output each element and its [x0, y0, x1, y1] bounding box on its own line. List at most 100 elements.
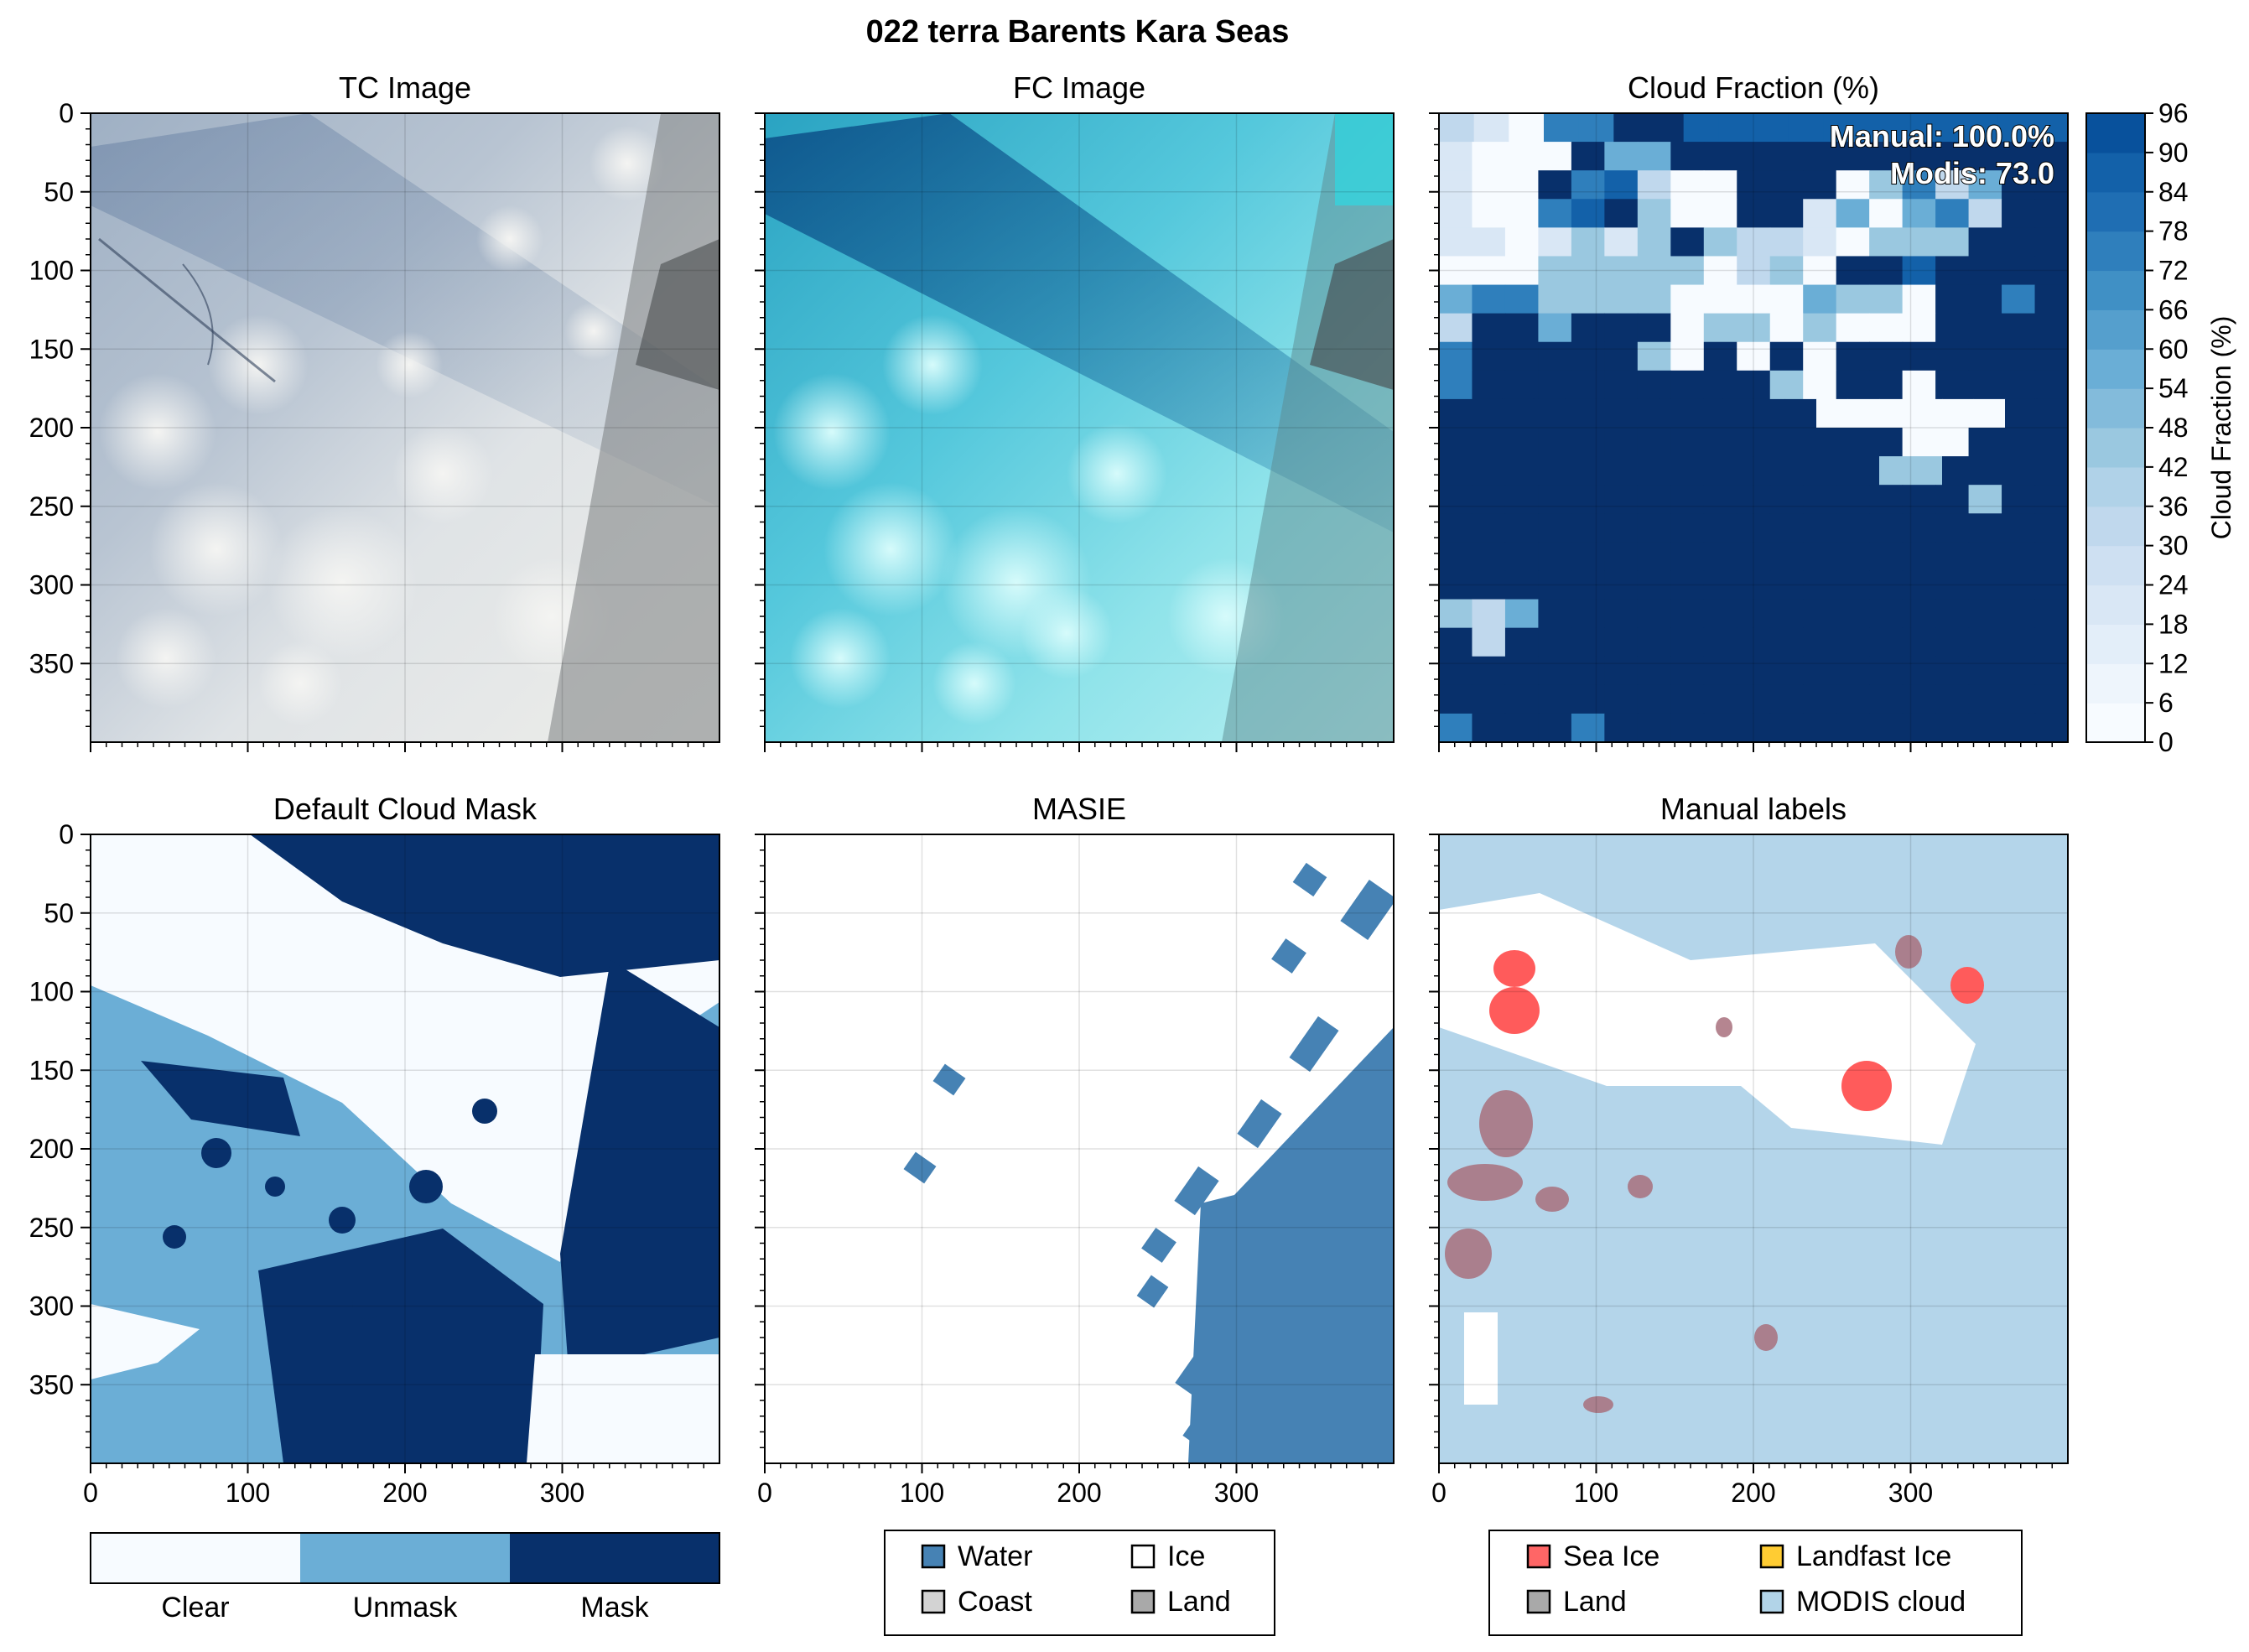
heatmap-cell	[1769, 370, 1804, 400]
x-tick-label: 0	[83, 1478, 98, 1508]
heatmap-cell	[1902, 256, 1936, 286]
heatmap-cell	[1439, 456, 1472, 486]
heatmap-cell	[1604, 542, 1639, 572]
heatmap-cell	[1604, 313, 1639, 343]
heatmap-cell	[1753, 398, 1786, 429]
colorbar-tick-label: 12	[2158, 648, 2189, 678]
colorbar-swatch	[2086, 388, 2145, 429]
heatmap-cell	[1439, 170, 1473, 200]
tc-cloud-band	[91, 113, 719, 507]
y-tick-label: 150	[29, 1055, 74, 1085]
heatmap-cell	[1902, 570, 1936, 600]
heatmap-cell	[2034, 284, 2068, 314]
heatmap-cell	[1935, 627, 1970, 657]
heatmap-cell	[1703, 227, 1737, 257]
heatmap-cell	[1788, 113, 1824, 143]
heatmap-cell	[1703, 370, 1737, 400]
heatmap-cell	[1869, 656, 1904, 686]
heatmap-cell	[1613, 113, 1649, 143]
fc-floe	[823, 482, 958, 616]
heatmap-cell	[1803, 599, 1837, 629]
mask-colorbar-label: Clear	[161, 1592, 229, 1623]
heatmap-cell	[1439, 370, 1473, 400]
manual-labels-map	[1439, 834, 2068, 1463]
heatmap-cell	[1836, 256, 1870, 286]
heatmap-cell	[2034, 542, 2068, 572]
heatmap-cell	[1869, 570, 1904, 600]
heatmap-cell	[1836, 713, 1870, 742]
heatmap-cell	[1472, 627, 1506, 657]
heatmap-cell	[2002, 370, 2036, 400]
heatmap-cell	[1538, 656, 1572, 686]
colorbar-tick-label: 0	[2158, 727, 2174, 757]
heatmap-cell	[1836, 542, 1870, 572]
heatmap-cell	[1504, 485, 1540, 514]
heatmap-cell	[1935, 599, 1970, 629]
heatmap-cell	[1659, 398, 1691, 429]
heatmap-cell	[2002, 227, 2036, 257]
y-tick-label: 150	[29, 334, 74, 364]
heatmap-cell	[1869, 142, 1904, 171]
heatmap-cell	[1472, 599, 1506, 629]
masie-water-patch	[1174, 1166, 1219, 1216]
heatmap-cell	[1836, 599, 1870, 629]
mask-colorbar-swatch	[510, 1533, 720, 1583]
heatmap-cell	[1803, 684, 1837, 714]
heatmap-cell	[1571, 599, 1605, 629]
tc-floe	[99, 373, 216, 491]
panel-title-tc: TC Image	[339, 70, 471, 105]
heatmap-cell	[1439, 684, 1473, 714]
heatmap-cell	[1628, 456, 1660, 486]
heatmap-cell	[1935, 485, 1970, 514]
heatmap-cell	[1439, 313, 1473, 343]
heatmap-cell	[1604, 199, 1639, 228]
heatmap-cell	[1670, 542, 1705, 572]
heatmap-cell	[1968, 142, 2002, 171]
heatmap-cell	[2034, 656, 2068, 686]
legend-label: Land	[1167, 1586, 1231, 1618]
heatmap-cell	[1504, 142, 1540, 171]
heatmap-cell	[1670, 341, 1705, 371]
heatmap-cell	[1803, 513, 1837, 543]
heatmap-cell	[2002, 485, 2036, 514]
tc-lead	[98, 237, 276, 383]
mask-patch	[329, 1207, 356, 1234]
masie-water-patch	[1289, 1016, 1339, 1073]
colorbar-label: Cloud Fraction (%)	[2206, 316, 2236, 540]
heatmap-cell	[1439, 398, 1472, 429]
heatmap-cell	[1968, 513, 2002, 543]
heatmap-cell	[1935, 142, 1970, 171]
heatmap-cell	[1968, 684, 2002, 714]
colorbar-tick-label: 78	[2158, 216, 2189, 247]
colorbar-tick-label: 72	[2158, 256, 2189, 286]
panel-title-ml: Manual labels	[1660, 792, 1846, 826]
tc-dark-water	[636, 239, 719, 390]
heatmap-cell	[1670, 656, 1705, 686]
cloud-fraction-annotation: Modis: 73.0	[1890, 156, 2054, 190]
heatmap-cell	[1902, 313, 1936, 343]
heatmap-cell	[1637, 370, 1671, 400]
heatmap-cell	[2034, 170, 2068, 200]
heatmap-cell	[1935, 284, 1970, 314]
heatmap-cell	[1803, 284, 1837, 314]
heatmap-cell	[1869, 513, 1904, 543]
colorbar-tick-label: 30	[2158, 531, 2189, 561]
axes-cf	[1429, 112, 2069, 752]
x-tick-label: 200	[1731, 1478, 1775, 1508]
heatmap-cell	[2034, 627, 2068, 657]
panel-title-cf: Cloud Fraction (%)	[1628, 70, 1879, 105]
heatmap-cell	[2002, 656, 2036, 686]
heatmap-cell	[2034, 199, 2068, 228]
heatmap-cell	[1968, 256, 2002, 286]
heatmap-cell	[1502, 456, 1535, 486]
heatmap-cell	[1803, 428, 1837, 457]
masie-water-patch	[1271, 938, 1306, 974]
heatmap-cell	[1935, 513, 1970, 543]
heatmap-cell	[1670, 284, 1705, 314]
legend-label: Ice	[1167, 1540, 1205, 1572]
axes-fc	[755, 112, 1395, 752]
sea-ice-patch	[1583, 1396, 1613, 1413]
cloud-fraction-heatmap	[1439, 113, 2068, 742]
heatmap-cell	[1470, 456, 1503, 486]
heatmap-cell	[1472, 256, 1506, 286]
